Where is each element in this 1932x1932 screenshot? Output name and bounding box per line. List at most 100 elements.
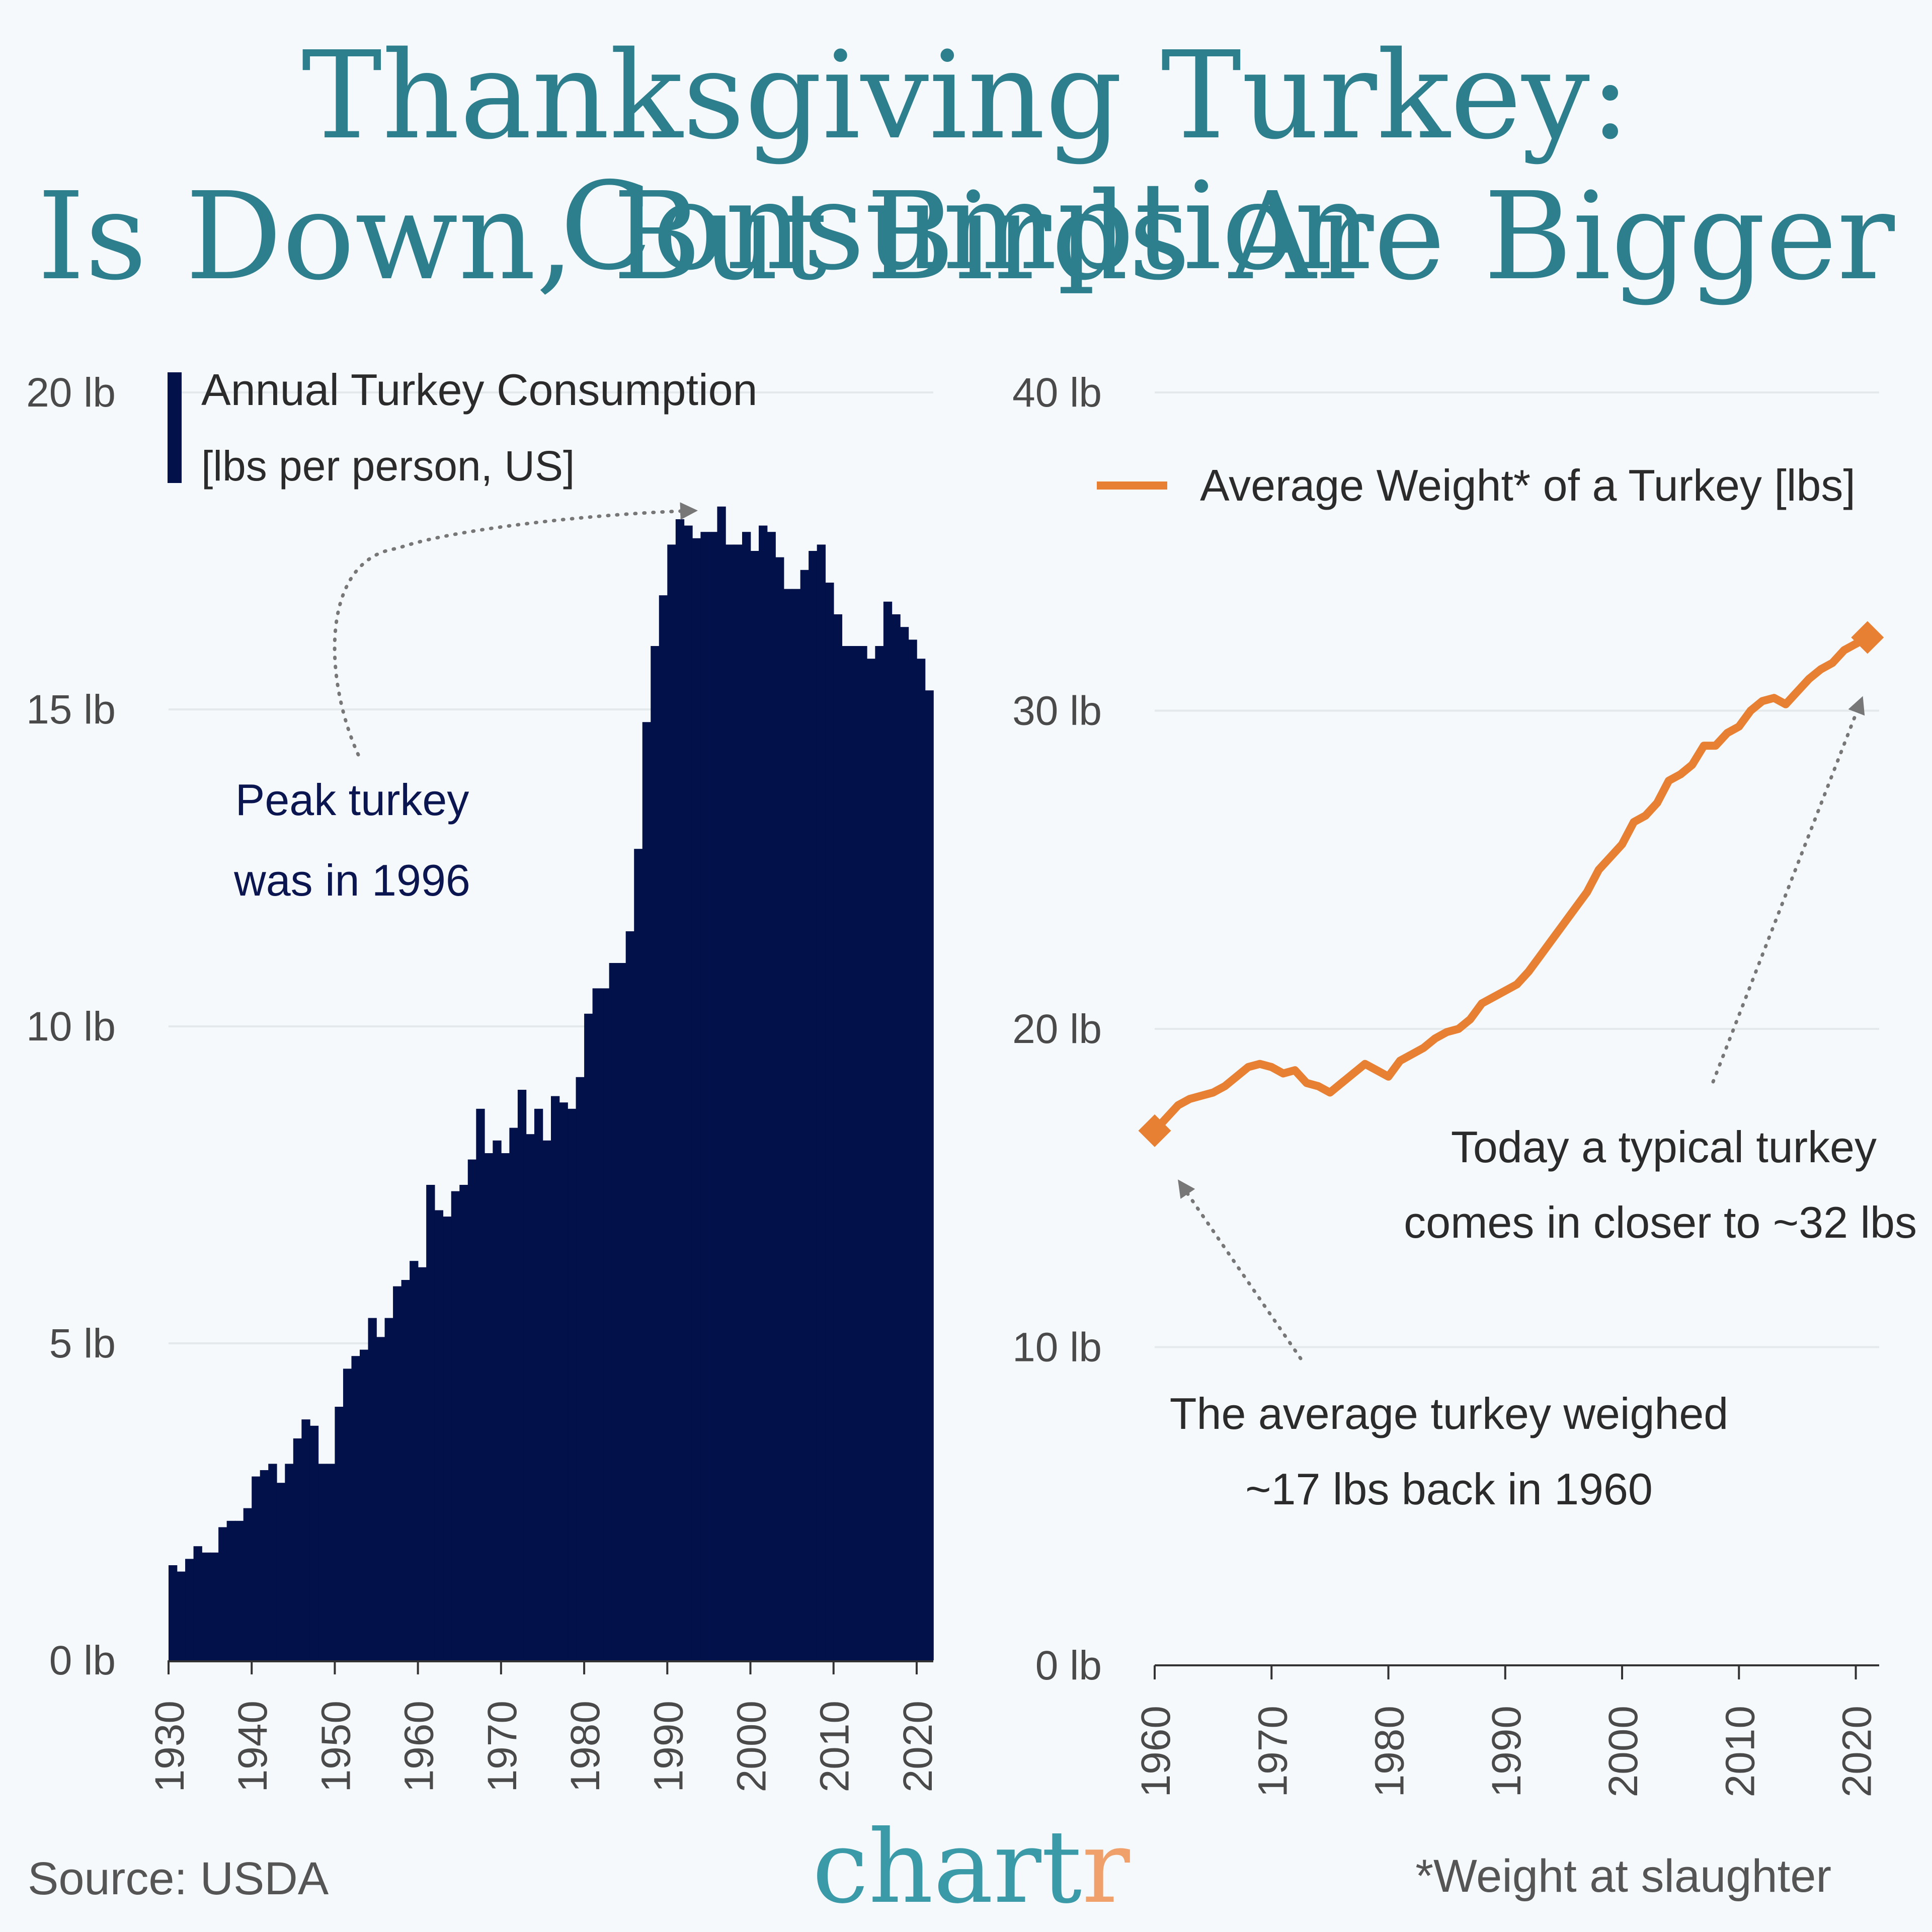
consumption-bar [202,1552,211,1660]
consumption-bar [617,963,626,1660]
peak-annotation-line-2: was in 1996 [233,855,470,905]
right-x-tick-label: 2010 [1717,1706,1763,1797]
right-y-tick-label: 0 lb [1035,1643,1102,1688]
right-x-tick-label: 1990 [1484,1706,1530,1797]
today-annotation-arrow [1711,696,1865,1084]
consumption-bar [260,1470,269,1660]
brand-logo-accent: r [1082,1809,1130,1926]
consumption-bar [759,525,768,1660]
consumption-bar [276,1483,286,1660]
consumption-bar [401,1280,410,1660]
weight-footnote: *Weight at slaughter [1415,1850,1831,1902]
consumption-bar [692,538,701,1660]
past-annotation-line-2: ~17 lbs back in 1960 [1245,1464,1653,1514]
consumption-bar [842,646,851,1660]
consumption-bar [318,1464,327,1660]
consumption-bar [542,1140,551,1660]
consumption-bar [750,551,759,1660]
consumption-bar [185,1559,194,1660]
weight-legend-label: Average Weight* of a Turkey [lbs] [1200,460,1856,510]
consumption-bar [193,1546,202,1660]
consumption-bar [534,1108,543,1660]
left-x-tick-label: 1980 [562,1701,608,1792]
consumption-bar [226,1520,235,1660]
consumption-bar [235,1520,244,1660]
consumption-bar [451,1191,460,1660]
consumption-bar-chart: 0 lb 5 lb 10 lb 15 lb 20 lb 1930 1940 1950 1960… [26,365,941,1792]
consumption-bar [576,1077,585,1660]
right-y-tick-label: 40 lb [1012,370,1102,416]
consumption-bar [368,1318,377,1660]
consumption-bar [684,525,693,1660]
consumption-bar [484,1153,494,1660]
left-x-tick-label: 1950 [313,1701,359,1792]
left-x-tick-label: 2010 [812,1701,858,1792]
left-x-tick-label: 2000 [729,1701,775,1792]
weight-2021-marker [1851,621,1884,654]
right-gridlines [1155,391,1879,1348]
consumption-bar [800,570,809,1660]
consumption-bar [360,1349,369,1660]
consumption-bar [659,595,668,1660]
left-x-tick-label: 1940 [230,1701,276,1792]
consumption-bar [925,690,934,1660]
consumption-bar [268,1464,277,1660]
consumption-bar [169,1565,178,1660]
consumption-bar [700,532,709,1660]
consumption-bar [285,1464,294,1660]
consumption-bar [459,1185,468,1660]
chart-title-line-1: Thanksgiving Turkey: Consumption [301,25,1631,297]
right-x-tick-label: 2020 [1834,1706,1880,1797]
weight-series-line [1151,633,1872,1135]
consumption-bar [792,589,801,1660]
today-annotation-line-1: Today a typical turkey [1451,1122,1877,1172]
consumption-bar [584,1013,593,1660]
consumption-bar [210,1552,219,1660]
right-y-tick-label: 10 lb [1012,1325,1102,1371]
right-x-tick-label: 1970 [1250,1706,1296,1797]
consumption-bar [708,532,718,1660]
consumption-legend-title: Annual Turkey Consumption [201,365,758,415]
consumption-bar [900,627,909,1660]
right-y-tick-labels: 0 lb 10 lb 20 lb 30 lb 40 lb [1012,370,1102,1688]
consumption-bars [169,506,934,1661]
right-x-tick-label: 1960 [1133,1706,1179,1797]
consumption-bar [526,1134,535,1660]
consumption-bar [443,1217,452,1660]
consumption-bar [177,1571,186,1660]
consumption-bar [651,646,660,1660]
left-x-tick-labels: 1930 1940 1950 1960 1970 1980 1990 2000 2010 2020 [147,1660,941,1792]
consumption-bar [875,646,884,1660]
consumption-bar [634,849,643,1660]
peak-annotation-arrow [333,502,698,757]
left-y-tick-label: 20 lb [26,370,116,416]
left-x-tick-label: 1970 [479,1701,525,1792]
consumption-bar [517,1090,527,1660]
consumption-bar [252,1476,261,1660]
right-x-tick-label: 2000 [1600,1706,1646,1797]
consumption-bar [326,1464,336,1660]
consumption-bar [858,646,867,1660]
consumption-bar [410,1261,419,1660]
consumption-bar [493,1140,502,1660]
left-y-tick-label: 15 lb [26,687,116,733]
consumption-bar [376,1337,385,1660]
brand-logo: chartr [812,1809,1130,1926]
weight-line-chart: 0 lb 10 lb 20 lb 30 lb 40 lb 1960 1970 1980 199… [1012,370,1917,1797]
consumption-bar [817,544,826,1661]
chart-title-line-2: Is Down, But Birds Are Bigger [37,166,1895,307]
left-y-tick-label: 5 lb [49,1321,116,1366]
consumption-bar [293,1438,302,1660]
right-y-tick-label: 30 lb [1012,688,1102,734]
right-y-tick-label: 20 lb [1012,1006,1102,1052]
brand-logo-main: chart [812,1809,1082,1926]
consumption-bar [767,532,776,1660]
left-x-tick-label: 1990 [646,1701,691,1792]
consumption-bar [476,1108,485,1660]
consumption-bar [850,646,859,1660]
consumption-bar [833,614,843,1660]
consumption-bar [551,1096,560,1660]
peak-annotation-line-1: Peak turkey [235,775,469,825]
consumption-bar [601,988,610,1660]
